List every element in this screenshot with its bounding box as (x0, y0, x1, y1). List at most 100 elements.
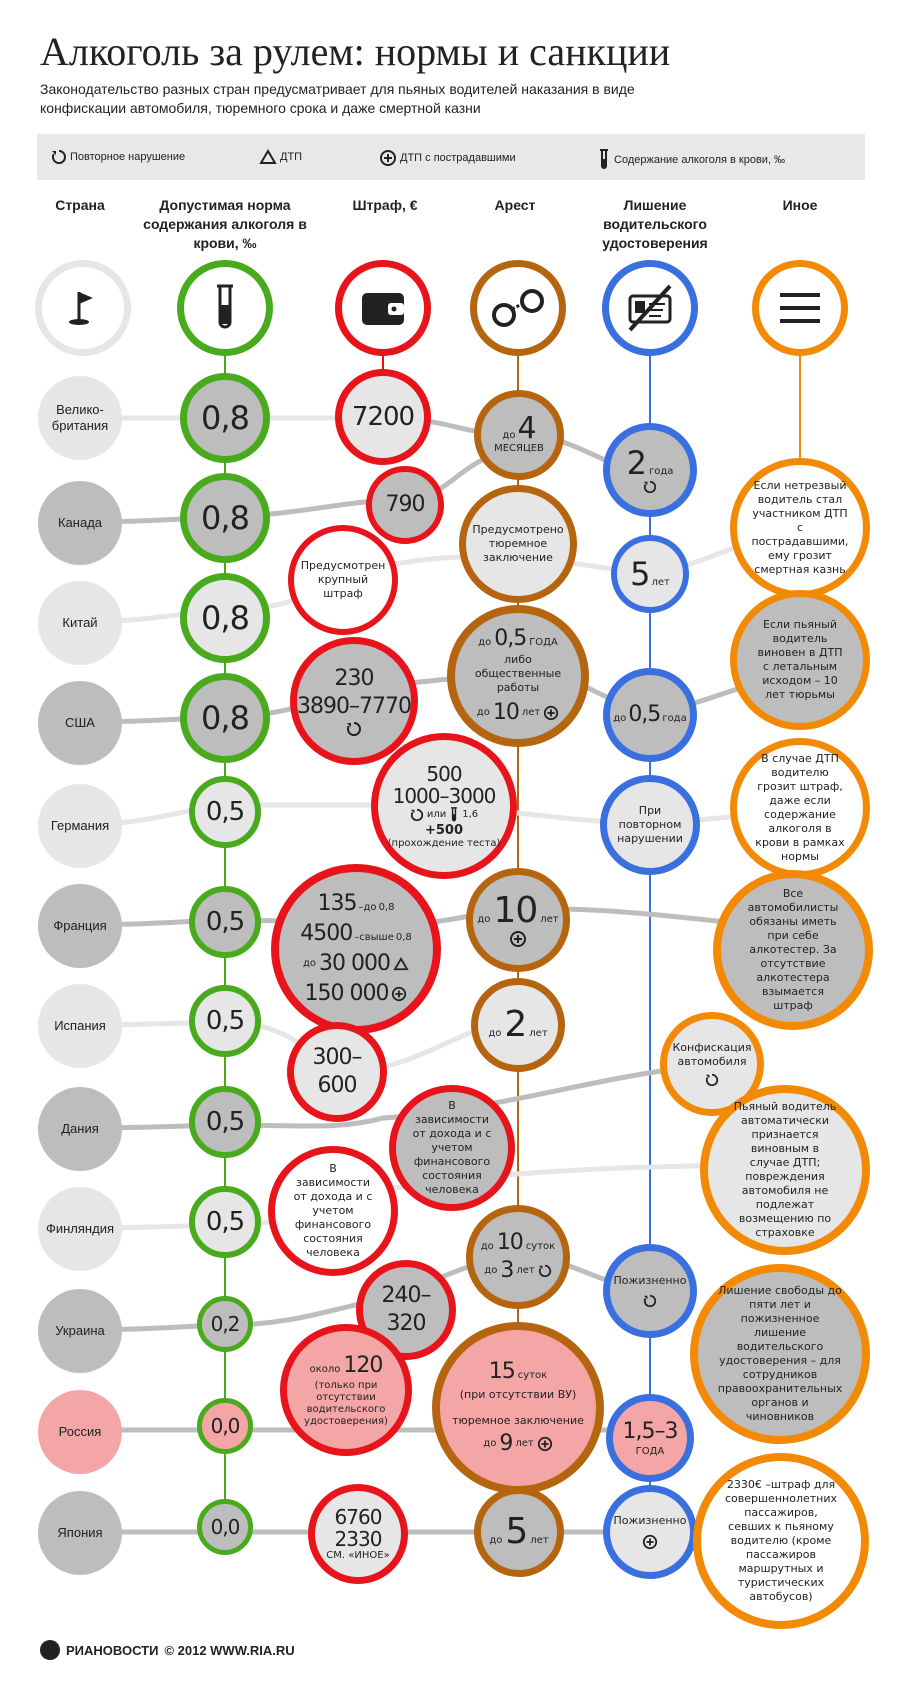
arrest-ru4-val: 9 (499, 1431, 513, 1456)
arrest-russia: 15 суток (при отсутствии ВУ) тюремное зак… (432, 1322, 604, 1494)
legend-injured-label: ДТП с пострадавшими (400, 152, 516, 164)
injured-icon (642, 1534, 658, 1550)
country-russia: Россия (38, 1390, 122, 1474)
arrest-france: до 10 лет (466, 868, 570, 972)
norm-spain: 0,5 (189, 985, 261, 1057)
arrest-fr-val: 10 (493, 890, 538, 931)
arrest-es-unit: лет (529, 1028, 548, 1039)
test-tube-icon (600, 149, 608, 169)
repeat-icon (643, 1294, 657, 1308)
fine-fr-4: 150 000 (304, 981, 390, 1006)
injured-icon (537, 1436, 552, 1452)
arrest-jp-val: 5 (505, 1511, 528, 1552)
fine-jp-2: 2330 (334, 1527, 383, 1551)
repeat-icon (643, 480, 657, 494)
norm-russia: 0,0 (197, 1398, 253, 1454)
repeat-icon (410, 808, 423, 821)
other-canada: Если нетрезвый водитель стал участником … (730, 458, 870, 598)
footer: РИАНОВОСТИ © 2012 WWW.RIA.RU (40, 1640, 295, 1660)
arrest-ua1-val: 10 (496, 1230, 524, 1255)
license-japan: Пожизненно (603, 1485, 697, 1579)
arrest-usa-pre: до (478, 637, 492, 648)
arrest-usa3-val: 10 (492, 700, 520, 725)
norm-canada: 0,8 (180, 473, 270, 563)
legend: Повторное нарушение ДТП ДТП с пострадавш… (37, 134, 865, 180)
arrest-ru1-val: 15 (488, 1359, 516, 1384)
country-ukraine: Украина (38, 1289, 122, 1373)
legend-accident: ДТП (259, 149, 302, 165)
fine-de-1: 500 (426, 761, 462, 786)
norm-ukraine: 0,2 (197, 1296, 253, 1352)
no-license-icon (628, 284, 672, 332)
flag-icon-circle (35, 260, 131, 356)
arrest-usa-unit: ГОДА (529, 637, 558, 648)
arrest-fr-unit: лет (540, 914, 559, 925)
arrest-fr-pre: до (477, 914, 491, 925)
arrest-ua1-unit: суток (525, 1241, 556, 1252)
triangle-icon (259, 149, 277, 164)
fine-de-or: или (426, 808, 447, 820)
fine-japan: 6760 2330 СМ. «ИНОЕ» (308, 1484, 408, 1584)
fine-fr-1s: –до (358, 902, 377, 913)
col-norm: Допустимая норма содержания алкоголя в к… (143, 197, 307, 251)
arrest-ua2-pre: до (484, 1265, 498, 1276)
legend-bac: Содержание алкоголя в крови, ‰ (597, 149, 785, 171)
arrest-ua2-val: 3 (500, 1258, 514, 1283)
fine-spain: 300–600 (287, 1022, 387, 1122)
fine-de-4: (прохождение теста) (387, 837, 501, 849)
col-arrest: Арест (494, 197, 536, 213)
norm-denmark: 0,5 (189, 1086, 261, 1158)
col-other: Иное (782, 197, 818, 213)
fine-china: Предусмотрен крупный штраф (288, 525, 398, 635)
col-fine: Штраф, € (352, 197, 418, 213)
ria-logo-icon (40, 1640, 60, 1660)
other-usa: Если пьяный водитель виновен в ДТП с лет… (730, 590, 870, 730)
fine-fr-2: 4500 (300, 921, 353, 946)
fine-jp-3: СМ. «ИНОЕ» (326, 1550, 390, 1561)
legend-injured: ДТП с пострадавшими (379, 149, 516, 167)
test-tube-icon (451, 806, 458, 821)
arrest-ukraine: до 10 суток до 3 лет (466, 1205, 570, 1309)
norm-china: 0,8 (180, 573, 270, 663)
arrest-usa3-unit: лет (521, 707, 541, 718)
fine-france: 135 –до 0,8 4500 –свыше 0,8 до 30 000 150 000 (271, 864, 441, 1034)
fine-fr-3: 30 000 (319, 951, 391, 976)
test-tube-icon (217, 284, 233, 329)
triangle-icon (393, 957, 409, 971)
arrest-usa-val: 0,5 (494, 626, 527, 651)
arrest-uk-pre: до (502, 430, 516, 441)
norm-japan: 0,0 (197, 1499, 253, 1555)
norm-icon-circle (177, 260, 273, 356)
license-jp-label: Пожизненно (613, 1514, 687, 1527)
country-germany: Германия (38, 784, 122, 868)
arrest-uk-unit: МЕСЯЦЕВ (494, 443, 544, 454)
handcuffs-icon (492, 289, 544, 327)
col-license: Лишение водительского удостоверения (602, 197, 708, 251)
fine-ru-2: (только при отсутствии водительского удо… (304, 1380, 388, 1427)
arrest-ru4-pre: до (483, 1438, 497, 1449)
fine-usa-1: 230 (334, 666, 374, 691)
injured-icon (544, 705, 559, 721)
license-usa-val: 0,5 (628, 702, 661, 727)
country-finland: Финляндия (38, 1187, 122, 1271)
arrest-es-pre: до (488, 1028, 502, 1039)
arrest-jp-pre: до (489, 1535, 503, 1546)
arrest-es-val: 2 (504, 1004, 527, 1045)
country-china: Китай (38, 581, 122, 665)
arrest-usa-2: либо общественные работы (474, 653, 562, 694)
country-canada: Канада (38, 481, 122, 565)
arrest-uk-val: 4 (517, 411, 536, 446)
repeat-icon (346, 722, 361, 736)
other-japan: 2330€ –штраф для совершеннолетних пассаж… (693, 1453, 869, 1629)
license-ua-label: Пожизненно (613, 1274, 687, 1287)
fine-ukraine: 240–320 (356, 1260, 456, 1360)
norm-uk: 0,8 (180, 373, 270, 463)
license-icon-circle (602, 260, 698, 356)
arrest-canada: Предусмотрено тюремное заключение (459, 485, 577, 603)
norm-usa: 0,8 (180, 673, 270, 763)
license-ukraine: Пожизненно (603, 1244, 697, 1338)
fine-de-3: +500 (424, 822, 464, 838)
fine-denmark: В зависимости от дохода и с учетом финан… (389, 1085, 515, 1211)
footer-brand: РИАНОВОСТИ (66, 1642, 159, 1658)
injured-icon (509, 931, 526, 947)
